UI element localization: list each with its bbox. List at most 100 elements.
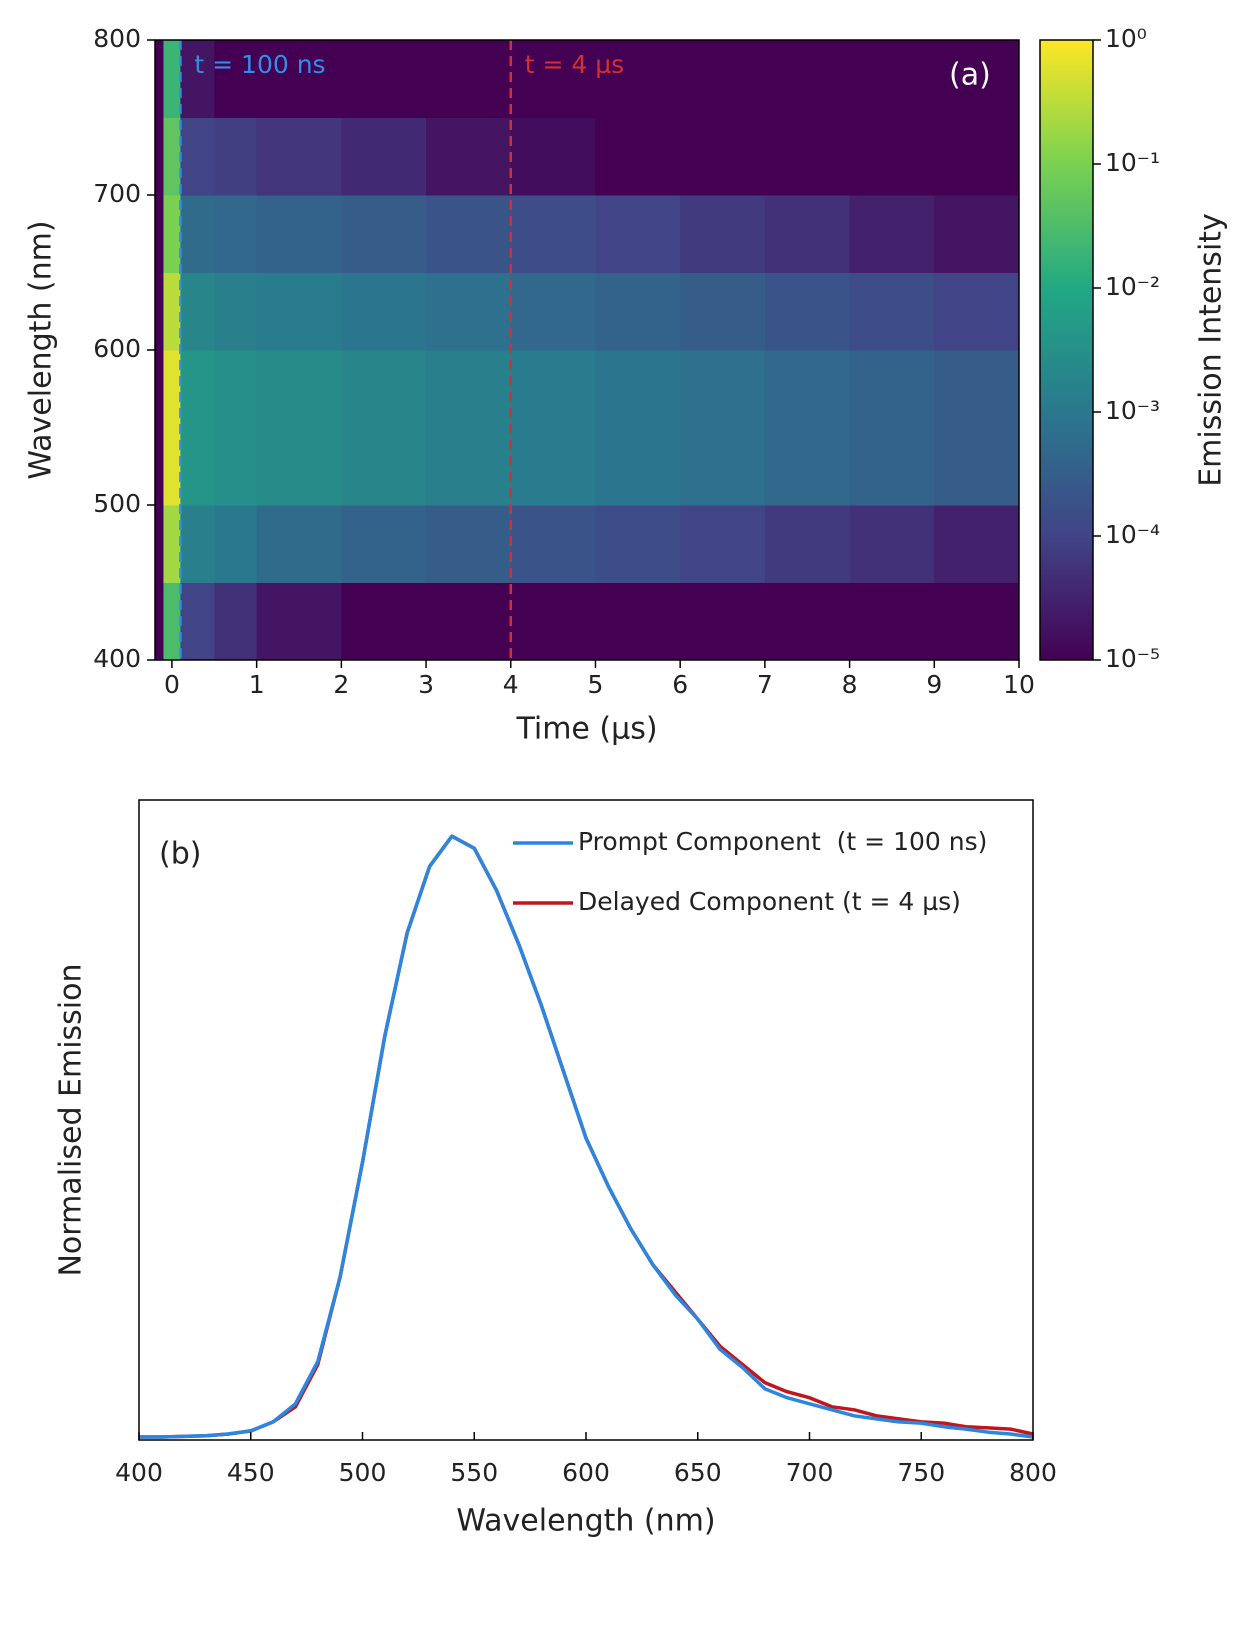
colorbar-tick-label: 10⁻⁵ — [1105, 644, 1160, 673]
heat-cell — [214, 40, 258, 118]
heat-cell — [764, 505, 851, 583]
y-tick-label: 800 — [93, 24, 141, 53]
heat-cell — [680, 117, 766, 196]
colorbar-tick-label: 10⁻⁴ — [1105, 520, 1160, 549]
heat-cell — [510, 350, 596, 428]
heat-cell — [595, 40, 681, 118]
x-tick-label: 9 — [926, 670, 942, 699]
colorbar-tick-label: 10⁻² — [1105, 272, 1160, 301]
x-tick-label: 700 — [786, 1458, 834, 1487]
colorbar-label: Emission Intensity — [1194, 213, 1229, 487]
x-tick-label: 2 — [333, 670, 349, 699]
series-line — [139, 834, 1034, 1439]
heat-cell — [426, 427, 512, 506]
heat-cell — [510, 582, 596, 661]
heat-cell — [180, 195, 215, 273]
heat-cell — [426, 350, 512, 428]
heat-cell — [934, 427, 1020, 506]
heat-cell — [849, 505, 935, 583]
heat-cell — [595, 427, 681, 506]
heat-cell — [426, 195, 512, 273]
heat-cell — [214, 117, 258, 196]
x-tick-label: 5 — [588, 670, 604, 699]
heat-cell — [764, 350, 851, 428]
heat-cell — [934, 505, 1020, 583]
heat-cell — [163, 272, 181, 351]
heat-cell — [595, 272, 681, 351]
heat-cell — [595, 582, 681, 661]
heat-cell — [510, 272, 596, 351]
colorbar-tick-label: 10⁰ — [1105, 24, 1147, 53]
heat-cell — [180, 427, 215, 506]
panel-label: (a) — [949, 58, 991, 93]
x-tick-label: 4 — [503, 670, 519, 699]
x-axis-label: Wavelength (nm) — [456, 1504, 715, 1539]
heat-cell — [214, 272, 258, 351]
y-tick-label: 400 — [93, 644, 141, 673]
heat-cell — [214, 427, 258, 506]
heat-cell — [595, 195, 681, 273]
heat-cell — [256, 40, 342, 118]
heat-cell — [341, 505, 427, 583]
heat-cell — [180, 350, 215, 428]
heat-cell — [680, 272, 766, 351]
heat-cell — [214, 195, 258, 273]
heat-cell — [849, 350, 935, 428]
x-tick-label: 550 — [450, 1458, 498, 1487]
heat-cell — [256, 195, 342, 273]
heat-cell — [595, 350, 681, 428]
x-tick-label: 600 — [562, 1458, 610, 1487]
y-tick-label: 600 — [93, 334, 141, 363]
x-tick-label: 650 — [674, 1458, 722, 1487]
y-tick-label: 700 — [93, 179, 141, 208]
heat-cell — [341, 582, 427, 661]
heat-cell — [849, 272, 935, 351]
heat-cell — [764, 427, 851, 506]
heat-cell — [341, 195, 427, 273]
heat-cell — [256, 117, 342, 196]
heat-cell — [764, 272, 851, 351]
heat-cell — [595, 117, 681, 196]
heat-cell — [934, 195, 1020, 273]
heat-cell — [163, 427, 181, 506]
heat-cell — [163, 582, 181, 661]
heat-cell — [256, 505, 342, 583]
legend-label: Prompt Component (t = 100 ns) — [578, 827, 987, 856]
heat-cell — [934, 582, 1020, 661]
heat-cell — [341, 427, 427, 506]
x-tick-label: 400 — [115, 1458, 163, 1487]
colorbar-tick-label: 10⁻¹ — [1105, 148, 1160, 177]
heat-cell — [849, 427, 935, 506]
heat-cell — [163, 505, 181, 583]
colorbar — [1039, 39, 1094, 661]
heat-cell — [764, 117, 851, 196]
heat-cell — [180, 272, 215, 351]
panel-label: (b) — [159, 837, 201, 872]
heat-cell — [849, 582, 935, 661]
heat-cell — [214, 505, 258, 583]
heat-cell — [934, 350, 1020, 428]
marker-label: t = 100 ns — [194, 50, 325, 79]
heat-cell — [180, 117, 215, 196]
heat-cell — [680, 427, 766, 506]
heat-cell — [163, 117, 181, 196]
x-tick-label: 8 — [842, 670, 858, 699]
x-tick-label: 10 — [1003, 670, 1035, 699]
x-tick-label: 800 — [1009, 1458, 1057, 1487]
heat-cell — [426, 505, 512, 583]
heat-cell — [163, 195, 181, 273]
heat-cell — [934, 272, 1020, 351]
heat-cell — [426, 272, 512, 351]
x-tick-label: 3 — [418, 670, 434, 699]
heat-cell — [256, 350, 342, 428]
legend-label: Delayed Component (t = 4 µs) — [578, 887, 961, 916]
x-axis-label: Time (µs) — [515, 712, 657, 747]
y-tick-label: 500 — [93, 489, 141, 518]
x-tick-label: 750 — [897, 1458, 945, 1487]
heat-cell — [764, 582, 851, 661]
heat-cell — [680, 505, 766, 583]
heat-cell — [849, 117, 935, 196]
heat-cell — [214, 350, 258, 428]
heat-cell — [510, 505, 596, 583]
